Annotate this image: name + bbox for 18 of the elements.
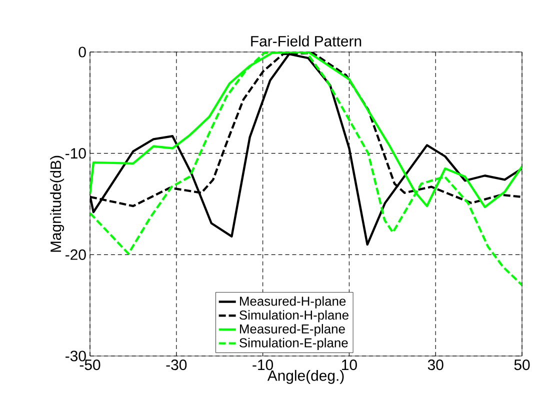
y-tick-label: -20 — [66, 249, 86, 260]
y-tick-label: 0 — [78, 46, 86, 58]
y-tick-label: -10 — [66, 148, 86, 159]
legend-label: Measured-H-plane — [240, 296, 346, 308]
x-tick-label: -50 — [80, 360, 100, 370]
x-tick-label: 10 — [342, 360, 357, 370]
legend-label: Measured-E-plane — [240, 324, 345, 336]
y-axis-title: Magnitude(dB) — [50, 156, 64, 252]
x-tick-label: -10 — [252, 360, 274, 370]
x-tick-label: 30 — [428, 360, 444, 370]
legend-label: Simulation-H-plane — [240, 310, 348, 322]
line-series — [90, 52, 522, 286]
legend-label: Simulation-E-plane — [240, 338, 348, 350]
x-tick-label: -30 — [166, 360, 187, 370]
x-axis-title: Angle(deg.) — [267, 370, 344, 384]
chart-title: Far-Field Pattern — [251, 36, 362, 46]
x-tick-label: 50 — [514, 360, 530, 370]
y-tick-label: -30 — [66, 350, 86, 362]
